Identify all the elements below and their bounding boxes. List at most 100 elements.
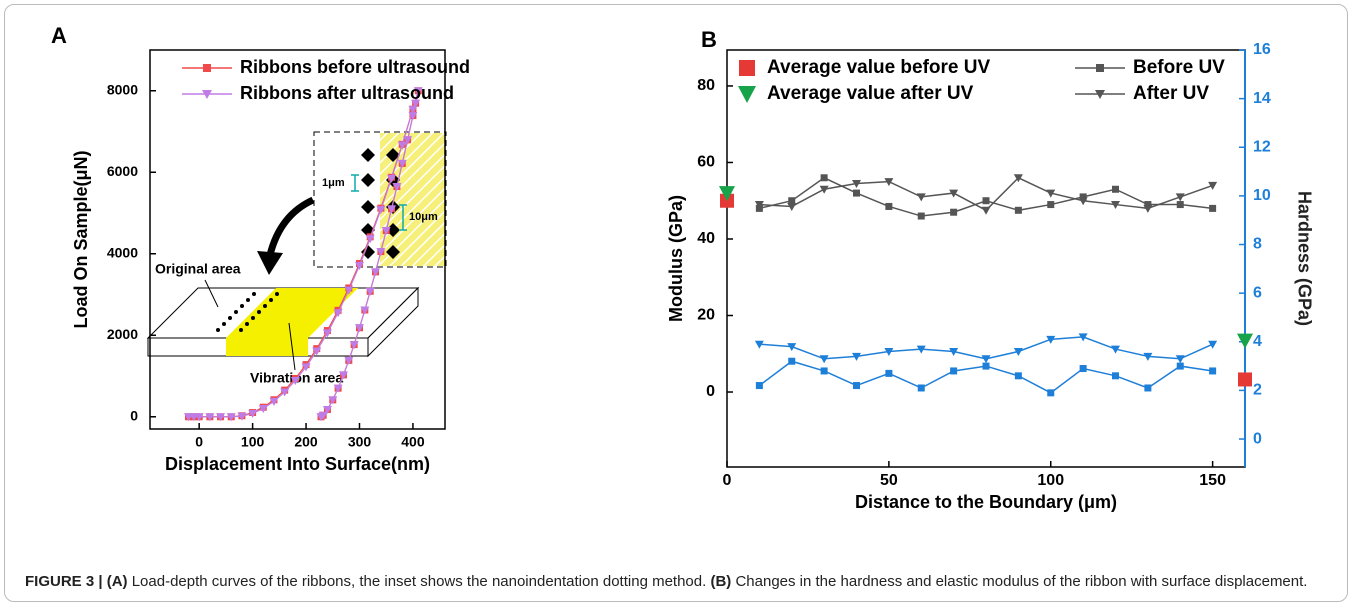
marker	[719, 186, 735, 202]
marker	[1237, 333, 1253, 349]
y2-tick-label: 6	[1253, 284, 1262, 301]
x-axis-label: Distance to the Boundary (μm)	[855, 492, 1117, 512]
legend-marker	[202, 90, 212, 99]
marker	[950, 208, 958, 216]
marker	[755, 382, 763, 390]
marker	[754, 201, 764, 210]
marker	[1144, 201, 1152, 209]
y-tick-label: 6000	[107, 163, 138, 179]
chart: A B 1μm 10μm Original area Vibration are…	[51, 23, 1314, 512]
marker	[788, 197, 796, 205]
y-tick-label: 40	[697, 230, 715, 247]
marker	[1208, 181, 1218, 190]
y2-tick-label: 14	[1253, 90, 1271, 107]
marker	[884, 178, 894, 187]
marker	[376, 248, 386, 257]
marker	[981, 206, 991, 215]
marker	[226, 413, 236, 422]
marker	[216, 413, 226, 422]
annotation: 10μm	[409, 211, 438, 223]
scale-bar	[351, 174, 407, 231]
caption-label: FIGURE 3 |	[25, 573, 103, 590]
marker	[1143, 352, 1153, 361]
y2-tick-label: 16	[1253, 41, 1271, 58]
legend-marker	[203, 64, 211, 72]
marker	[1176, 201, 1184, 209]
marker	[1047, 201, 1055, 209]
pointer	[204, 279, 296, 371]
marker	[1175, 355, 1185, 364]
caption: FIGURE 3 | (A) Load-depth curves of the …	[25, 571, 1315, 592]
figure: A B 1μm 10μm Original area Vibration are…	[4, 4, 1348, 602]
marker	[397, 159, 407, 168]
inset: 1μm 10μm Original area Vibration area	[146, 131, 447, 386]
marker	[413, 87, 423, 96]
marker	[344, 286, 354, 295]
legend-marker	[1095, 90, 1105, 99]
marker	[1078, 333, 1088, 342]
marker	[365, 235, 375, 244]
marker	[322, 329, 332, 338]
x-tick-label: 150	[1199, 472, 1226, 489]
marker	[360, 306, 370, 315]
legend-marker	[1096, 64, 1104, 72]
marker	[949, 348, 959, 357]
marker	[950, 367, 958, 375]
y-tick-label: 80	[697, 77, 715, 94]
y2-tick-label: 10	[1253, 187, 1271, 204]
marker	[853, 189, 860, 197]
marker	[1079, 193, 1087, 201]
marker	[1176, 362, 1184, 370]
marker	[1111, 345, 1120, 354]
marker	[328, 396, 338, 405]
y2-tick-label: 2	[1253, 382, 1262, 399]
y-axis-label: Modulus (GPa)	[666, 195, 686, 322]
marker	[1079, 365, 1087, 373]
marker	[820, 174, 828, 182]
y-tick-label: 60	[697, 154, 715, 171]
marker	[205, 413, 215, 422]
legend-label: Before UV	[1133, 57, 1225, 78]
marker	[1112, 185, 1119, 193]
marker	[387, 205, 397, 214]
marker	[392, 182, 402, 191]
marker	[853, 382, 860, 390]
marker	[787, 202, 797, 211]
marker	[885, 202, 893, 210]
marker	[852, 180, 861, 189]
marker	[1175, 193, 1185, 202]
legend-marker	[739, 60, 755, 76]
marker	[333, 384, 343, 393]
marker	[365, 287, 375, 296]
legend-label: Average value before UV	[767, 57, 990, 78]
annotation: 1μm	[322, 177, 345, 189]
plot-frame	[726, 49, 1246, 468]
marker	[949, 189, 959, 198]
marker	[280, 388, 290, 397]
marker	[1238, 372, 1252, 387]
marker	[381, 227, 391, 236]
y-tick-label: 8000	[107, 81, 138, 97]
marker	[338, 371, 348, 380]
caption-tag: (A)	[106, 573, 128, 590]
marker	[354, 324, 364, 333]
marker	[387, 174, 397, 183]
caption-text: Load-depth curves of the ribbons, the in…	[131, 573, 707, 590]
marker	[408, 105, 418, 114]
panel-label: A	[51, 23, 67, 48]
marker	[916, 345, 926, 354]
y2-tick-label: 0	[1253, 430, 1262, 447]
x-tick-label: 0	[195, 434, 203, 450]
marker	[333, 309, 343, 318]
marker	[884, 348, 894, 357]
marker	[819, 355, 829, 364]
marker	[371, 268, 381, 277]
x-tick-label: 200	[294, 434, 318, 450]
arrow	[266, 196, 315, 256]
vibration-area	[226, 288, 358, 338]
marker	[981, 355, 991, 364]
x-axis-label: Displacement Into Surface(nm)	[165, 454, 430, 474]
x-tick-label: 0	[723, 472, 732, 489]
legend-label: Average value after UV	[767, 83, 974, 104]
panel-label: B	[701, 27, 717, 52]
